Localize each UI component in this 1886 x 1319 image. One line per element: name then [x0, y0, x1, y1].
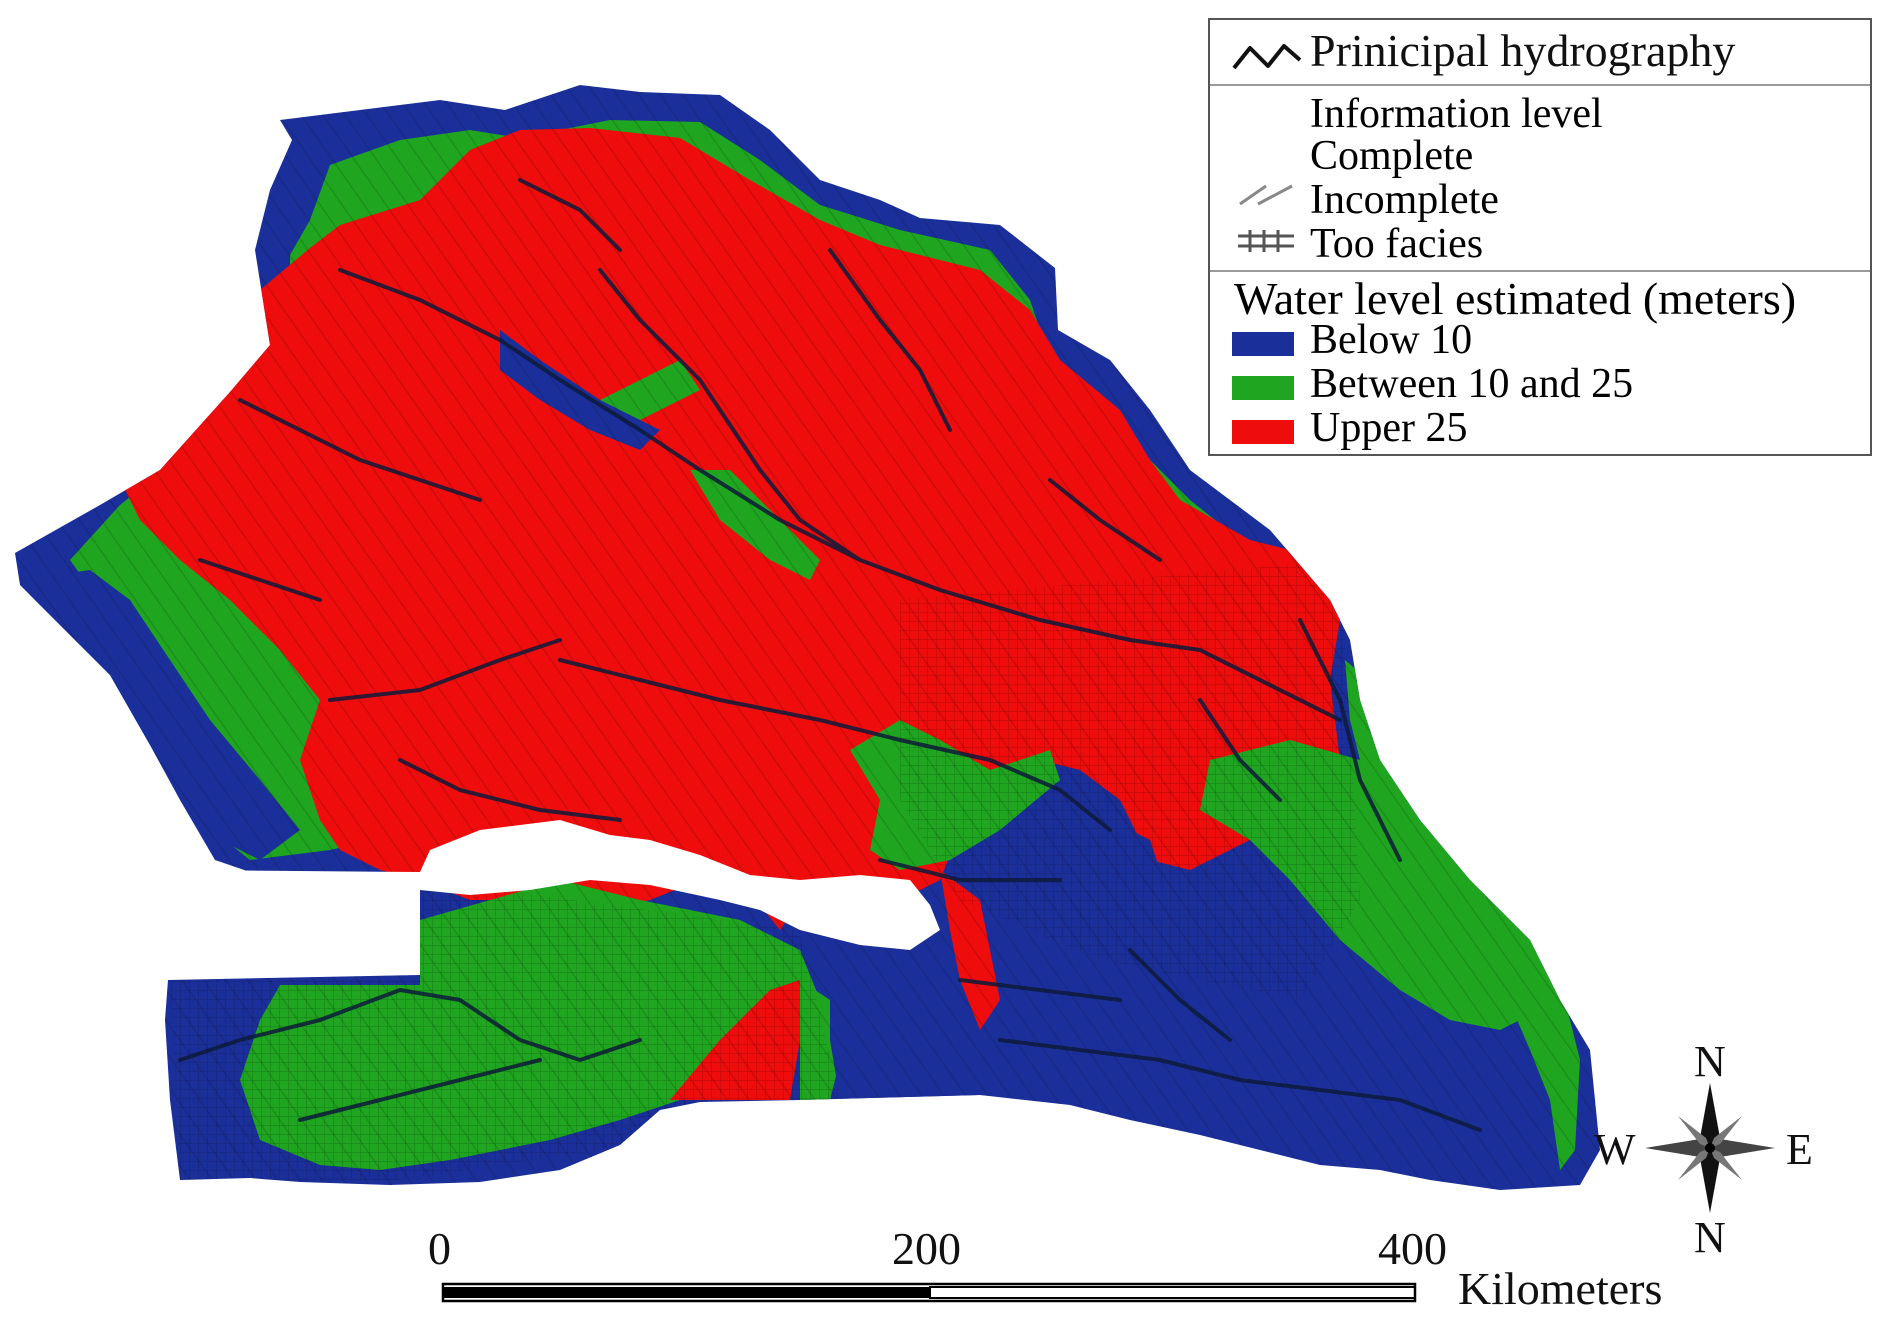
scale-bar: [441, 1282, 1417, 1303]
hydrography-line-icon: [1232, 44, 1302, 70]
compass-rose: [1645, 1083, 1775, 1213]
incomplete-label: Incomplete: [1310, 177, 1499, 223]
scale-bar-segment-1: [443, 1287, 930, 1298]
upper-25-swatch: [1232, 420, 1294, 444]
below-10-label: Below 10: [1310, 317, 1473, 363]
scale-bar-segment-2: [929, 1286, 1416, 1299]
map-legend: Prinicipal hydrography Information level…: [1208, 18, 1872, 456]
too-facies-label: Too facies: [1310, 221, 1484, 267]
compass-south: N: [1694, 1213, 1726, 1262]
below-10-swatch: [1232, 332, 1294, 356]
incomplete-hatch-icon: [1239, 184, 1293, 206]
legend-separator: [1210, 270, 1870, 272]
water-level-title: Water level estimated (meters): [1234, 273, 1797, 324]
too-facies-grid-overlay: [170, 560, 1360, 1180]
compass-west: W: [1594, 1125, 1636, 1174]
scale-bar-outline: [441, 1282, 1417, 1303]
compass-star-ns: [1700, 1083, 1720, 1148]
legend-separator: [1210, 84, 1870, 86]
hydrography-network: [178, 178, 1482, 1132]
compass-north: N: [1694, 1037, 1726, 1086]
information-level-title: Information level: [1310, 91, 1603, 137]
too-facies-grid-icon: [1238, 230, 1294, 252]
compass-east: E: [1786, 1125, 1813, 1174]
upper-25-label: Upper 25: [1310, 405, 1468, 451]
between-10-25-label: Between 10 and 25: [1310, 361, 1634, 407]
scale-tick-0: 0: [428, 1223, 451, 1274]
between-10-25-swatch: [1232, 376, 1294, 400]
gambia-gap: [170, 820, 940, 975]
scale-tick-400: 400: [1378, 1223, 1447, 1274]
complete-label: Complete: [1310, 133, 1474, 179]
hydrography-label: Prinicipal hydrography: [1310, 25, 1736, 76]
scale-tick-200: 200: [892, 1223, 961, 1274]
scale-unit: Kilometers: [1458, 1263, 1663, 1314]
